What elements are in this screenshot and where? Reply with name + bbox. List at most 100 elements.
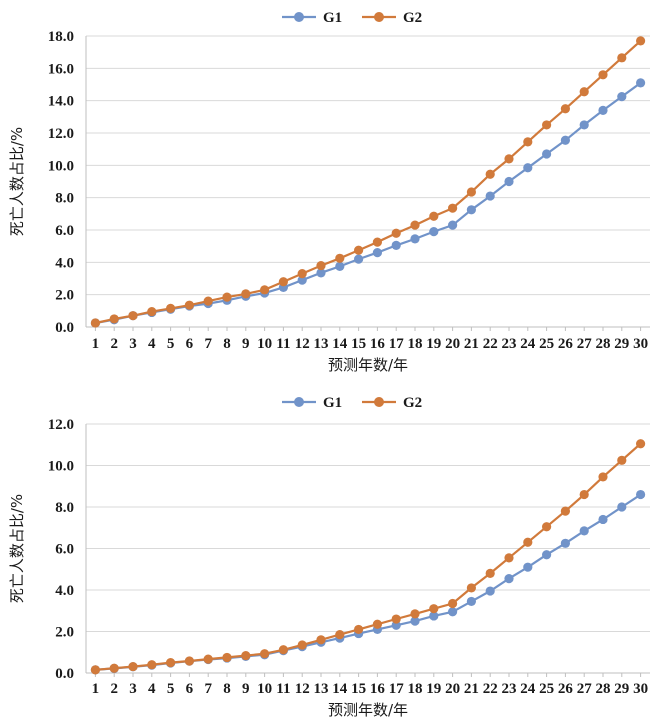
- data-point-g1: [617, 92, 627, 102]
- data-point-g2: [354, 624, 364, 635]
- data-point-g2: [241, 650, 251, 661]
- data-point-g2: [184, 656, 194, 666]
- y-tick-label: 12.0: [48, 126, 74, 142]
- data-point-g2: [166, 658, 176, 668]
- y-tick-label: 4.0: [55, 255, 74, 271]
- data-point-g2: [297, 640, 307, 650]
- y-axis-title: 死亡人数占比/%: [8, 494, 26, 603]
- x-tick-label: 11: [276, 336, 290, 352]
- data-point-g2: [523, 537, 533, 547]
- data-point-g2: [410, 609, 420, 619]
- data-point-g2: [391, 228, 401, 238]
- x-tick-label: 23: [502, 681, 517, 697]
- x-tick-label: 30: [633, 681, 648, 697]
- x-tick-label: 13: [314, 336, 329, 352]
- data-point-g2: [598, 70, 608, 80]
- x-tick-label: 8: [223, 336, 231, 352]
- x-tick-label: 24: [520, 681, 536, 697]
- x-tick-label: 23: [502, 336, 517, 352]
- y-tick-label: 16.0: [48, 61, 74, 77]
- x-tick-label: 16: [370, 336, 386, 352]
- data-point-g2: [260, 285, 270, 295]
- data-point-g2: [128, 661, 138, 672]
- data-point-g2: [278, 645, 288, 655]
- data-point-g2: [598, 472, 608, 482]
- series-line-g2: [95, 40, 642, 325]
- data-point-g2: [147, 660, 157, 670]
- data-point-g2: [523, 137, 533, 147]
- y-tick-label: 14.0: [48, 94, 74, 110]
- x-tick-label: 21: [464, 336, 479, 352]
- data-point-g1: [523, 562, 533, 572]
- x-tick-label: 5: [167, 336, 175, 352]
- data-point-g2: [579, 489, 589, 500]
- legend-label: G2: [403, 10, 422, 26]
- data-point-g2: [504, 553, 514, 563]
- y-tick-label: 2.0: [55, 625, 74, 641]
- x-tick-label: 10: [257, 681, 272, 697]
- x-tick-label: 3: [129, 336, 137, 352]
- x-axis-title: 预测年数/年: [328, 701, 408, 719]
- data-point-g1: [316, 268, 326, 278]
- x-tick-label: 22: [483, 681, 498, 697]
- data-point-g2: [617, 53, 627, 63]
- x-tick-label: 5: [167, 681, 175, 697]
- data-point-g2: [448, 598, 458, 609]
- x-tick-label: 13: [314, 681, 329, 697]
- x-tick-label: 17: [389, 681, 405, 697]
- x-tick-label: 10: [257, 336, 272, 352]
- x-tick-label: 7: [204, 336, 212, 352]
- data-point-g2: [391, 614, 401, 624]
- x-tick-label: 20: [445, 681, 460, 697]
- y-tick-label: 4.0: [55, 583, 74, 599]
- legend-swatch-marker: [294, 397, 304, 407]
- data-point-g2: [429, 604, 439, 614]
- x-tick-label: 15: [351, 681, 366, 697]
- legend-label: G1: [323, 395, 342, 411]
- data-point-g2: [636, 439, 646, 449]
- x-axis-title: 预测年数/年: [328, 356, 408, 374]
- data-point-g2: [617, 455, 627, 465]
- series-line-g2: [95, 442, 642, 671]
- data-point-g1: [485, 191, 495, 201]
- y-tick-label: 8.0: [55, 500, 74, 516]
- data-point-g2: [448, 203, 458, 213]
- y-tick-label: 10.0: [48, 459, 74, 475]
- data-point-g2: [410, 220, 420, 230]
- data-point-g2: [109, 663, 119, 673]
- data-point-g2: [560, 506, 571, 516]
- x-tick-label: 26: [558, 336, 574, 352]
- x-tick-label: 6: [186, 681, 194, 697]
- y-tick-label: 6.0: [55, 223, 74, 239]
- data-point-g2: [90, 318, 100, 328]
- x-tick-label: 14: [332, 681, 348, 697]
- data-point-g1: [485, 586, 495, 596]
- data-point-g2: [147, 307, 157, 317]
- legend-label: G1: [323, 10, 342, 26]
- data-point-g2: [203, 296, 213, 306]
- data-point-g2: [636, 36, 646, 46]
- legend-swatch-marker: [294, 12, 304, 22]
- data-point-g1: [542, 149, 552, 159]
- x-tick-label: 2: [110, 681, 118, 697]
- x-tick-label: 9: [242, 336, 250, 352]
- x-tick-label: 25: [539, 336, 554, 352]
- data-point-g2: [222, 292, 232, 302]
- y-tick-label: 0.0: [55, 320, 74, 336]
- data-point-g2: [579, 87, 589, 97]
- chart-panel-top: 0.02.04.06.08.010.012.014.016.018.01 2 3 4 5…: [8, 10, 650, 374]
- chart-panel-bottom: 0.02.04.06.08.010.012.01 2 3 4 5 6 7 8 9 10 11 12 13…: [8, 395, 650, 719]
- data-point-g1: [636, 489, 646, 500]
- x-tick-label: 1: [92, 681, 100, 697]
- data-point-g2: [109, 314, 119, 324]
- data-point-g1: [354, 254, 364, 264]
- data-point-g1: [466, 596, 476, 607]
- x-tick-label: 29: [614, 681, 629, 697]
- data-point-g2: [542, 120, 552, 130]
- x-tick-label: 9: [242, 681, 250, 697]
- data-point-g2: [128, 311, 138, 321]
- data-point-g2: [260, 649, 270, 659]
- x-tick-label: 2: [110, 336, 118, 352]
- legend-swatch-marker: [374, 12, 384, 22]
- data-point-g1: [429, 611, 439, 621]
